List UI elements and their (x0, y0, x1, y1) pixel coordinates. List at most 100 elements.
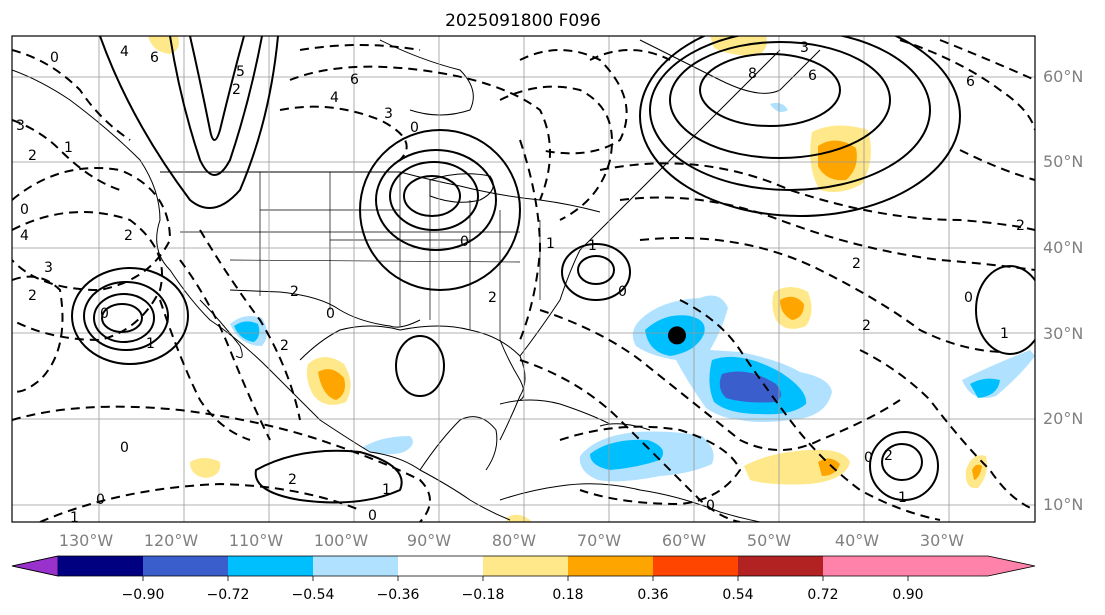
contour-trough-west-1 (189, 36, 245, 141)
contour-label: 2 (852, 256, 861, 272)
colorbar: −0.90 −0.72 −0.54 −0.36 −0.18 0.18 0.36 … (11, 555, 1036, 603)
contour-low-glakes-1 (403, 175, 461, 217)
contour-label: 3 (16, 118, 25, 134)
contour-label: 2 (124, 228, 133, 244)
colorbar-segment (483, 556, 568, 576)
dashed-north-west-1 (12, 49, 131, 141)
contour-label: 2 (28, 148, 37, 164)
colorbar-tick-label: 0.54 (722, 587, 753, 603)
shade-caribbean-mid (590, 439, 664, 470)
plot-title: 2025091800 F096 (445, 11, 601, 31)
colorbar-segment (58, 556, 143, 576)
contour-trough-west-2 (169, 36, 263, 176)
lon-label: 110°W (229, 531, 284, 550)
contour-low-glakes-2 (389, 161, 479, 231)
dashed-atlantic-4 (539, 309, 901, 451)
lat-label: 10°N (1043, 495, 1083, 514)
contour-label: 0 (100, 306, 109, 322)
dashed-atlantic-south-2 (619, 196, 1035, 271)
shade-positive-atlantic-core (818, 140, 857, 181)
dashed-rockies-1 (199, 229, 301, 421)
contour-label: 0 (368, 508, 377, 524)
coast-cuba (499, 399, 611, 425)
shade-positive-south-core (818, 458, 840, 476)
dashed-atlantic-south-3 (639, 237, 1001, 353)
contour-label: 0 (864, 450, 873, 466)
contour-label: 1 (146, 336, 155, 352)
dashed-rockies-3 (159, 299, 251, 441)
lon-label: 40°W (835, 531, 879, 550)
shade-east-blue-core (970, 378, 1000, 398)
contour-label: 4 (120, 44, 129, 60)
contour-label: 3 (44, 260, 53, 276)
contour-high-atlantic-3 (649, 36, 931, 191)
dashed-south-pacific (12, 405, 431, 522)
lon-label: 60°W (662, 531, 706, 550)
shade-negative-core (719, 371, 781, 403)
contour-label: 6 (966, 74, 975, 90)
contour-label: 1 (898, 490, 907, 506)
contour-high-atlantic-1 (699, 53, 841, 127)
dashed-north-east-2 (939, 39, 1035, 81)
map-panel: 0 4 6 3 2 1 0 2 3 2 0 1 6 8 6 3 2 2 1 2 (11, 35, 1036, 524)
coast-yucatan (419, 416, 498, 471)
contour-label: 0 (706, 498, 715, 514)
contour-high-south-1 (881, 443, 923, 481)
lat-label: 40°N (1043, 238, 1083, 257)
colorbar-tick-label: 0.36 (637, 587, 668, 603)
shade-gulf-blue (362, 436, 413, 455)
colorbar-segment (228, 556, 313, 576)
dashed-atlantic-7 (859, 349, 1035, 511)
contour-gulf-ridge (395, 335, 445, 397)
contour-label: 2 (232, 82, 241, 98)
contour-label: 2 (1016, 218, 1025, 234)
colorbar-segment (398, 556, 483, 576)
colorbar-tick-label: −0.18 (462, 587, 505, 603)
contour-low-offshore-2 (561, 243, 631, 301)
colorbar-segment (313, 556, 398, 576)
shade-mexico-blue-core (234, 321, 260, 342)
colorbar-segment (568, 556, 653, 576)
lat-label: 50°N (1043, 152, 1083, 171)
contour-label: 0 (96, 492, 105, 508)
shade-positive-seaboard (506, 514, 532, 522)
contour-label: 0 (50, 50, 59, 66)
contour-label: 2 (288, 472, 297, 488)
contour-label: 1 (546, 236, 555, 252)
contour-pacific-low (254, 449, 403, 504)
contour-label: 0 (618, 284, 627, 300)
colorbar-extend-min (11, 555, 59, 577)
lon-label: 70°W (577, 531, 621, 550)
dashed-west-2 (12, 211, 163, 342)
dashed-contours (12, 39, 1035, 522)
contour-label: 0 (410, 120, 419, 136)
contour-high-pacific-2 (93, 293, 155, 343)
coast-great-lakes (429, 173, 494, 203)
contour-label: 0 (120, 440, 129, 456)
lon-label: 30°W (920, 531, 964, 550)
lon-label: 80°W (492, 531, 536, 550)
dashed-atlantic-5 (519, 359, 741, 522)
contour-label: 2 (280, 338, 289, 354)
dashed-west-1 (12, 167, 172, 292)
colorbar-outline (11, 555, 1036, 577)
contour-trough-west-3 (99, 36, 279, 209)
colorbar-segment (143, 556, 228, 576)
lon-label: 100°W (314, 531, 369, 550)
colorbar-tick-label: −0.36 (377, 587, 420, 603)
colorbar-tick-label: −0.54 (292, 587, 335, 603)
lat-label: 60°N (1043, 67, 1083, 86)
lon-label: 50°W (747, 531, 791, 550)
coast-florida (499, 339, 525, 401)
shade-positive-bermuda-core (780, 296, 804, 320)
contour-high-pacific-4 (71, 267, 189, 365)
contour-label: 2 (488, 290, 497, 306)
contour-label: 3 (800, 40, 809, 56)
contour-label: 0 (964, 290, 973, 306)
coast-hudson (379, 39, 474, 116)
contour-label: 4 (330, 90, 339, 106)
colorbar-segment (738, 556, 823, 576)
dashed-atlantic-south-1 (599, 162, 1035, 231)
colorbar-segment (653, 556, 738, 576)
